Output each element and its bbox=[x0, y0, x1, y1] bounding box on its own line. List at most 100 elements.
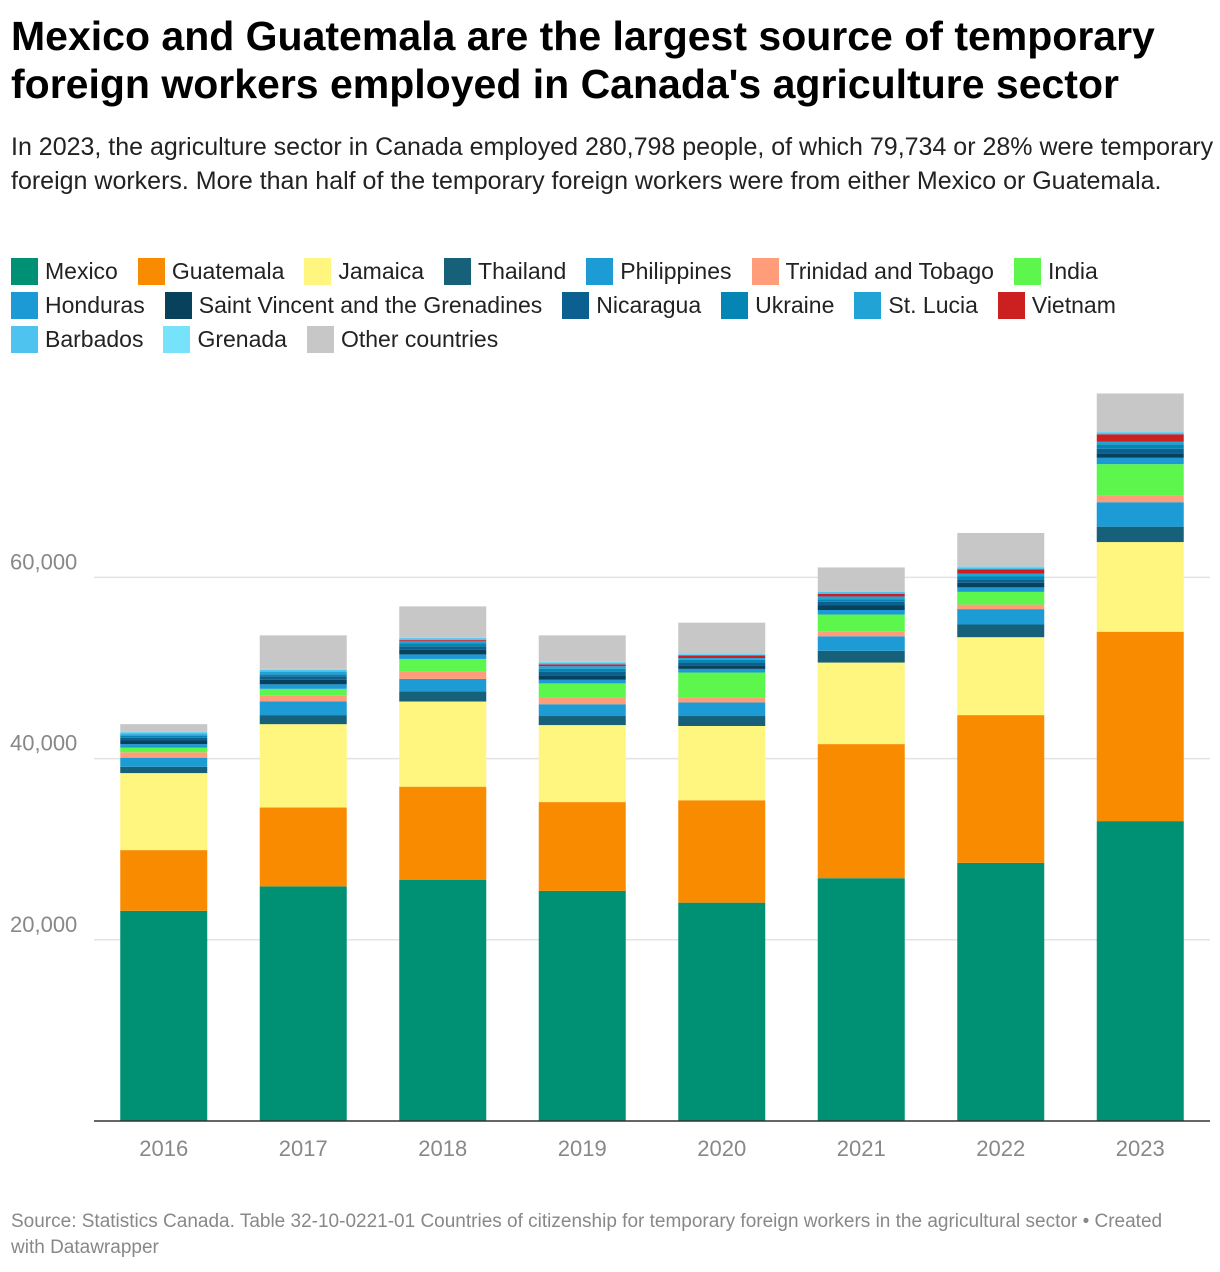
bar-segment bbox=[817, 567, 905, 591]
bar-segment bbox=[259, 715, 347, 725]
bar-segment bbox=[678, 665, 766, 669]
legend-swatch bbox=[11, 291, 38, 319]
bar-segment bbox=[1096, 448, 1184, 454]
bar-segment bbox=[678, 658, 766, 660]
bar-segment bbox=[957, 567, 1045, 570]
legend-label: Grenada bbox=[197, 325, 287, 352]
bar-segment bbox=[817, 614, 905, 632]
bar-segment bbox=[120, 747, 208, 753]
bar-segment bbox=[399, 658, 487, 672]
legend-label: Mexico bbox=[45, 257, 118, 284]
legend-swatch bbox=[854, 291, 882, 319]
legend-label: Nicaragua bbox=[596, 291, 702, 318]
bar-segment bbox=[957, 569, 1045, 574]
bar-segment bbox=[120, 724, 208, 732]
bar-segment bbox=[1096, 434, 1184, 442]
bar-segment bbox=[259, 684, 347, 689]
bar-segment bbox=[120, 737, 208, 741]
bar-segment bbox=[817, 631, 905, 637]
legend-swatch bbox=[137, 257, 165, 285]
legend-item: Barbados bbox=[11, 325, 144, 353]
bar-segment bbox=[678, 697, 766, 703]
bar-segment bbox=[1096, 821, 1184, 1121]
bar-segment bbox=[817, 878, 905, 1121]
bar-segment bbox=[538, 668, 626, 672]
bar-segment bbox=[817, 596, 905, 600]
legend-row: Barbados Grenada Other countries bbox=[11, 322, 1216, 356]
x-tick-label: 2020 bbox=[697, 1136, 746, 1161]
bar-segment bbox=[120, 744, 208, 748]
bar-segment bbox=[957, 637, 1045, 716]
legend-item: Saint Vincent and the Grenadines bbox=[164, 291, 542, 319]
bar-segment bbox=[538, 661, 626, 663]
bar-segment bbox=[538, 666, 626, 669]
x-tick-label: 2023 bbox=[1116, 1136, 1165, 1161]
bar-segment bbox=[259, 886, 347, 1121]
bar-segment bbox=[678, 902, 766, 1121]
bar-segment bbox=[259, 679, 347, 685]
bar-segment bbox=[538, 679, 626, 684]
x-tick-label: 2019 bbox=[558, 1136, 607, 1161]
bar-segment bbox=[538, 704, 626, 717]
legend-swatch bbox=[304, 257, 332, 285]
bar-segment bbox=[678, 702, 766, 717]
bar-segment bbox=[678, 653, 766, 655]
y-tick-label: 20,000 bbox=[10, 912, 77, 937]
legend-item: Grenada bbox=[163, 325, 287, 353]
bar-segment bbox=[399, 640, 487, 644]
bar-segment bbox=[538, 725, 626, 803]
legend-label: Guatemala bbox=[171, 257, 285, 284]
legend-item: Guatemala bbox=[137, 257, 285, 285]
bar-segment bbox=[120, 910, 208, 1121]
x-tick-label: 2017 bbox=[279, 1136, 328, 1161]
legend-label: Barbados bbox=[45, 325, 144, 352]
legend-swatch bbox=[586, 257, 614, 285]
legend-swatch bbox=[11, 325, 38, 353]
bar-segment bbox=[678, 725, 766, 801]
bar-segment bbox=[399, 880, 487, 1121]
legend-label: Trinidad and Tobago bbox=[785, 257, 994, 284]
bar-segment bbox=[120, 734, 208, 736]
bar-segment bbox=[538, 635, 626, 662]
legend-row: Mexico Guatemala Jamaica Thailand Philippine… bbox=[11, 254, 1216, 288]
bar-segment bbox=[120, 740, 208, 745]
bar-segment bbox=[120, 752, 208, 758]
legend-label: Thailand bbox=[478, 257, 567, 284]
bar-segment bbox=[120, 731, 208, 733]
bar-segment bbox=[538, 716, 626, 726]
x-tick-label: 2022 bbox=[976, 1136, 1025, 1161]
bar-segment bbox=[259, 669, 347, 672]
bar-segment bbox=[1096, 502, 1184, 527]
bar-segment bbox=[678, 654, 766, 656]
x-tick-label: 2016 bbox=[139, 1136, 188, 1161]
chart-subtitle: In 2023, the agriculture sector in Canad… bbox=[11, 133, 1214, 195]
bar-segment bbox=[399, 643, 487, 647]
legend-item: Thailand bbox=[444, 257, 567, 285]
legend-label: Philippines bbox=[620, 257, 732, 284]
bar-segment bbox=[399, 606, 487, 638]
x-tick-label: 2018 bbox=[418, 1136, 467, 1161]
bar-segment bbox=[1096, 453, 1184, 458]
legend-label: India bbox=[1047, 257, 1098, 284]
bar-segment bbox=[399, 671, 487, 679]
bar-segment bbox=[399, 639, 487, 641]
bar-segment bbox=[1096, 464, 1184, 496]
bar-segment bbox=[957, 566, 1045, 568]
bar-segment bbox=[817, 593, 905, 597]
bar-segment bbox=[259, 671, 347, 675]
y-tick-label: 40,000 bbox=[10, 731, 77, 756]
legend-item: Ukraine bbox=[721, 291, 834, 319]
bar-segment bbox=[1096, 631, 1184, 822]
x-tick-label: 2021 bbox=[837, 1136, 886, 1161]
legend-item: Jamaica bbox=[304, 257, 424, 285]
bar-segment bbox=[538, 683, 626, 698]
bar-segment bbox=[817, 636, 905, 651]
bar-segment bbox=[538, 664, 626, 667]
bar-segment bbox=[120, 732, 208, 735]
bar-segment bbox=[957, 862, 1045, 1121]
bar-segment bbox=[399, 646, 487, 650]
legend-item: Nicaragua bbox=[562, 291, 702, 319]
legend-swatch bbox=[562, 291, 590, 319]
bar-segment bbox=[1096, 432, 1184, 435]
bar-segment bbox=[678, 622, 766, 654]
